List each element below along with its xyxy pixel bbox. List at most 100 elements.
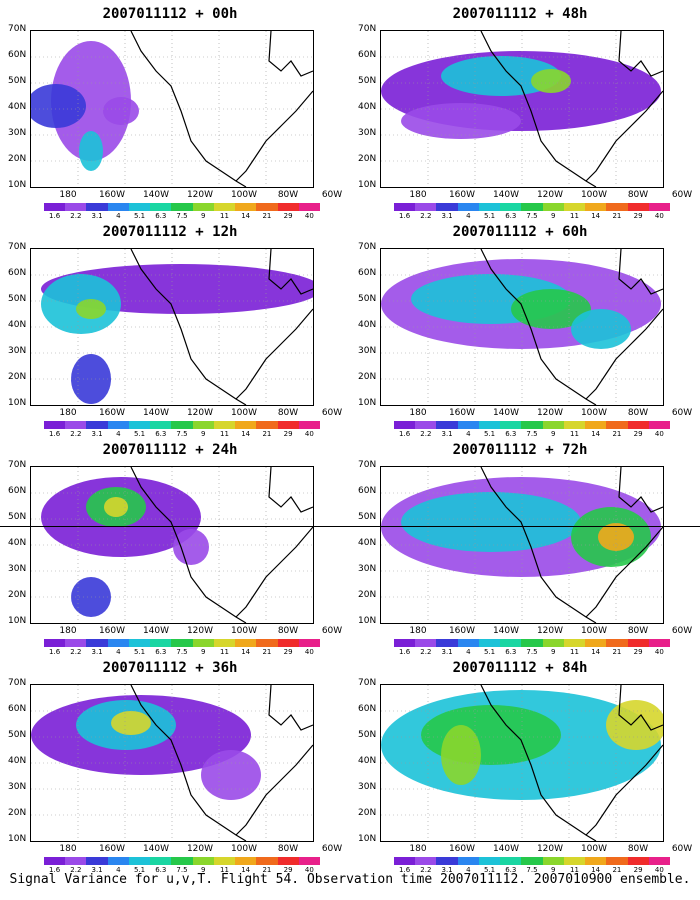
longitude-label: 80W bbox=[627, 626, 649, 636]
colorbar-swatch bbox=[606, 203, 628, 211]
colorbar-label: 21 bbox=[262, 212, 272, 220]
colorbar-swatch bbox=[235, 857, 257, 865]
colorbar-label: 29 bbox=[633, 212, 643, 220]
latitude-label: 30N bbox=[358, 782, 377, 792]
colorbar-swatch bbox=[394, 857, 416, 865]
colorbar-swatch bbox=[235, 421, 257, 429]
variance-map bbox=[380, 466, 664, 624]
longitude-label: 160W bbox=[98, 190, 126, 200]
colorbar-swatch bbox=[235, 203, 257, 211]
colorbar-swatch bbox=[128, 203, 151, 211]
variance-map bbox=[30, 248, 314, 406]
colorbar-label: 4 bbox=[466, 430, 471, 438]
colorbar-swatch bbox=[585, 203, 607, 211]
latitude-label: 20N bbox=[8, 808, 27, 818]
colorbar-label: 2.2 bbox=[420, 430, 432, 438]
colorbar-swatch bbox=[606, 857, 628, 865]
variance-field bbox=[401, 492, 581, 552]
latitude-label: 50N bbox=[8, 294, 27, 304]
colorbar-label: 3.1 bbox=[441, 648, 453, 656]
colorbar-swatch bbox=[256, 639, 278, 647]
colorbar-swatch bbox=[563, 203, 586, 211]
colorbar-labels: 1.6 2.2 3.1 4 5.1 6.3 7.5 9 11 14 21 29 40 bbox=[44, 866, 320, 876]
colorbar-label: 9 bbox=[550, 212, 556, 220]
variance-field bbox=[111, 711, 151, 735]
colorbar-swatch bbox=[213, 421, 236, 429]
latitude-label: 50N bbox=[358, 76, 377, 86]
longitude-label: 80W bbox=[277, 626, 299, 636]
colorbar-label: 40 bbox=[654, 648, 664, 656]
latitude-label: 20N bbox=[8, 154, 27, 164]
colorbar-label: 11 bbox=[219, 212, 229, 220]
longitude-label: 180 bbox=[59, 408, 77, 418]
colorbar-swatch bbox=[500, 857, 522, 865]
colorbar-swatch bbox=[478, 421, 501, 429]
colorbar-label: 3.1 bbox=[91, 866, 103, 874]
longitude-label: 140W bbox=[492, 626, 520, 636]
colorbar-labels: 1.6 2.2 3.1 4 5.1 6.3 7.5 9 11 14 21 29 40 bbox=[394, 866, 670, 876]
latitude-label: 40N bbox=[358, 756, 377, 766]
colorbar-label: 14 bbox=[241, 648, 251, 656]
longitude-label: 100W bbox=[580, 190, 608, 200]
colorbar-swatch bbox=[521, 639, 543, 647]
colorbar-label: 6.3 bbox=[505, 430, 517, 438]
variance-field bbox=[441, 56, 561, 96]
variance-map bbox=[380, 30, 664, 188]
colorbar-label: 3.1 bbox=[91, 648, 103, 656]
colorbar-label: 14 bbox=[241, 866, 251, 874]
colorbar-swatch bbox=[648, 639, 671, 647]
variance-field bbox=[571, 309, 631, 349]
colorbar-swatch bbox=[521, 857, 543, 865]
longitude-label: 60W bbox=[671, 626, 693, 636]
colorbar-swatch bbox=[128, 639, 151, 647]
latitude-label: 60N bbox=[8, 486, 27, 496]
colorbar-label: 14 bbox=[591, 866, 601, 874]
colorbar bbox=[394, 203, 671, 211]
figure-caption: Signal Variance for u,v,T. Flight 54. Ob… bbox=[9, 872, 691, 887]
colorbar-swatch bbox=[171, 857, 193, 865]
colorbar-swatch bbox=[256, 421, 278, 429]
colorbar-label: 21 bbox=[612, 648, 622, 656]
colorbar-swatch bbox=[128, 421, 151, 429]
coastline bbox=[480, 249, 663, 405]
colorbar-label: 11 bbox=[219, 648, 229, 656]
longitude-label: 100W bbox=[230, 844, 258, 854]
latitude-label: 60N bbox=[8, 268, 27, 278]
colorbar-swatch bbox=[150, 639, 172, 647]
colorbar-swatch bbox=[256, 203, 278, 211]
colorbar bbox=[394, 421, 671, 429]
colorbar-swatch bbox=[478, 639, 501, 647]
colorbar-label: 29 bbox=[283, 648, 293, 656]
colorbar-label: 2.2 bbox=[70, 866, 82, 874]
colorbar-label: 29 bbox=[283, 430, 293, 438]
colorbar-label: 7.5 bbox=[526, 648, 538, 656]
colorbar-label: 40 bbox=[304, 212, 314, 220]
variance-field bbox=[441, 725, 481, 785]
colorbar-swatch bbox=[394, 639, 416, 647]
colorbar-swatch bbox=[86, 857, 108, 865]
map-panel: 2007011112 + 12h 70N 60N 50N 40N 30N 20N 10N 180… bbox=[0, 218, 342, 438]
colorbar-swatch bbox=[256, 857, 278, 865]
colorbar bbox=[394, 639, 671, 647]
colorbar-label: 14 bbox=[241, 212, 251, 220]
colorbar bbox=[44, 857, 321, 865]
colorbar-label: 9 bbox=[550, 648, 556, 656]
longitude-label: 140W bbox=[142, 626, 170, 636]
colorbar-label: 2.2 bbox=[420, 648, 432, 656]
colorbar-label: 5.1 bbox=[133, 648, 146, 656]
coastline bbox=[480, 31, 663, 187]
colorbar-labels: 1.6 2.2 3.1 4 5.1 6.3 7.5 9 11 14 21 29 40 bbox=[394, 212, 670, 222]
colorbar-swatch bbox=[457, 639, 479, 647]
colorbar-label: 40 bbox=[654, 866, 664, 874]
colorbar-swatch bbox=[457, 857, 479, 865]
colorbar-label: 6.3 bbox=[155, 430, 167, 438]
colorbar-label: 5.1 bbox=[133, 866, 146, 874]
colorbar-label: 7.5 bbox=[176, 866, 188, 874]
colorbar-swatch bbox=[436, 203, 458, 211]
colorbar bbox=[44, 639, 321, 647]
longitude-label: 180 bbox=[59, 190, 77, 200]
panel-title: 2007011112 + 84h bbox=[452, 660, 588, 676]
colorbar-swatch bbox=[415, 203, 437, 211]
colorbar-label: 40 bbox=[654, 430, 664, 438]
colorbar-label: 7.5 bbox=[526, 212, 538, 220]
